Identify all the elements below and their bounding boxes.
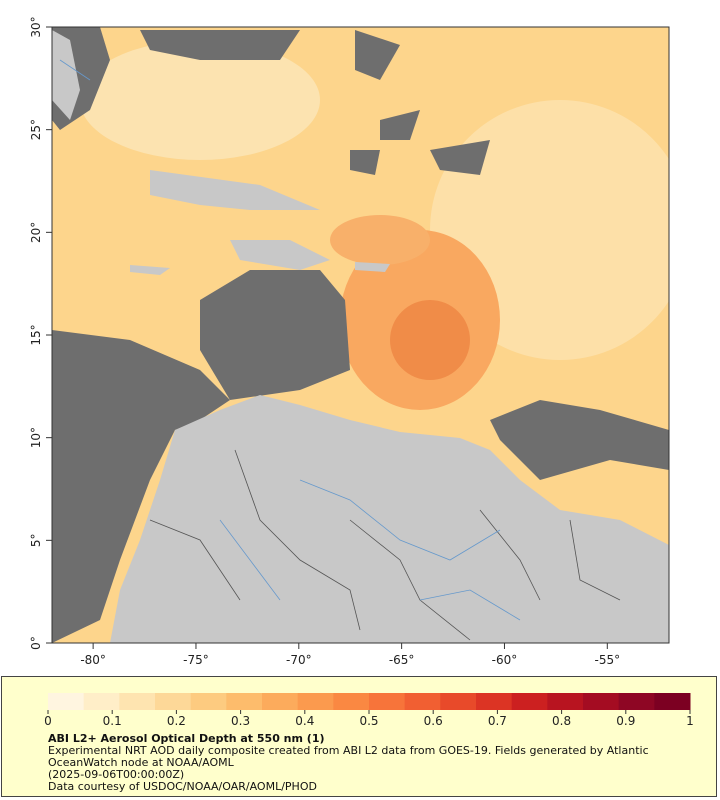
colorbar: 0 0.1 0.2 0.3 0.4 0.5 0.6 0.7 0.8 0.9 1 bbox=[44, 693, 694, 728]
x-tick-label: -55° bbox=[594, 653, 620, 667]
colorbar-tick-label: 0.1 bbox=[103, 714, 122, 728]
colorbar-swatch bbox=[119, 693, 156, 710]
colorbar-swatch bbox=[511, 693, 548, 710]
colorbar-swatch bbox=[83, 693, 120, 710]
colorbar-swatch bbox=[404, 693, 441, 710]
colorbar-swatch bbox=[155, 693, 192, 710]
legend-title: ABI L2+ Aerosol Optical Depth at 550 nm … bbox=[48, 732, 325, 745]
colorbar-tick-label: 0.6 bbox=[424, 714, 443, 728]
y-tick-label: 25° bbox=[29, 119, 43, 140]
colorbar-tick-label: 0.8 bbox=[552, 714, 571, 728]
x-tick-label: -60° bbox=[492, 653, 518, 667]
colorbar-tick-label: 0.7 bbox=[488, 714, 507, 728]
colorbar-tick-label: 1 bbox=[686, 714, 694, 728]
colorbar-swatch bbox=[369, 693, 406, 710]
map: -80° -75° -70° -65° -60° -55° 0° 5° 10° 15° 20° 25°… bbox=[29, 16, 670, 667]
colorbar-swatch bbox=[190, 693, 227, 710]
legend-time: (2025-09-06T00:00:00Z) bbox=[48, 768, 185, 781]
colorbar-swatch bbox=[618, 693, 655, 710]
y-tick-label: 10° bbox=[29, 427, 43, 448]
colorbar-swatch bbox=[333, 693, 370, 710]
colorbar-swatch bbox=[547, 693, 584, 710]
colorbar-swatch bbox=[476, 693, 513, 710]
y-tick-label: 30° bbox=[29, 16, 43, 37]
colorbar-tick-label: 0.9 bbox=[616, 714, 635, 728]
x-tick-label: -75° bbox=[183, 653, 209, 667]
y-tick-label: 0° bbox=[29, 636, 43, 650]
colorbar-swatch bbox=[654, 693, 691, 710]
y-tick-label: 15° bbox=[29, 324, 43, 345]
x-tick-label: -65° bbox=[389, 653, 415, 667]
colorbar-tick-label: 0.5 bbox=[359, 714, 378, 728]
legend-credit: Data courtesy of USDOC/NOAA/OAR/AOML/PHO… bbox=[48, 780, 317, 793]
colorbar-swatch bbox=[583, 693, 620, 710]
y-tick-label: 20° bbox=[29, 222, 43, 243]
colorbar-swatch bbox=[440, 693, 477, 710]
colorbar-tick-label: 0 bbox=[44, 714, 52, 728]
colorbar-tick-label: 0.4 bbox=[295, 714, 314, 728]
colorbar-swatch bbox=[262, 693, 299, 710]
legend: 0 0.1 0.2 0.3 0.4 0.5 0.6 0.7 0.8 0.9 1 ABI L2+ Ae… bbox=[1, 676, 717, 797]
x-tick-label: -70° bbox=[286, 653, 312, 667]
colorbar-swatch bbox=[226, 693, 263, 710]
map-image bbox=[52, 27, 669, 643]
colorbar-swatch bbox=[297, 693, 334, 710]
legend-description: Experimental NRT AOD daily composite cre… bbox=[48, 744, 649, 769]
colorbar-swatch bbox=[48, 693, 85, 710]
colorbar-tick-label: 0.3 bbox=[231, 714, 250, 728]
x-tick-label: -80° bbox=[80, 653, 106, 667]
y-tick-label: 5° bbox=[29, 534, 43, 548]
colorbar-tick-label: 0.2 bbox=[167, 714, 186, 728]
